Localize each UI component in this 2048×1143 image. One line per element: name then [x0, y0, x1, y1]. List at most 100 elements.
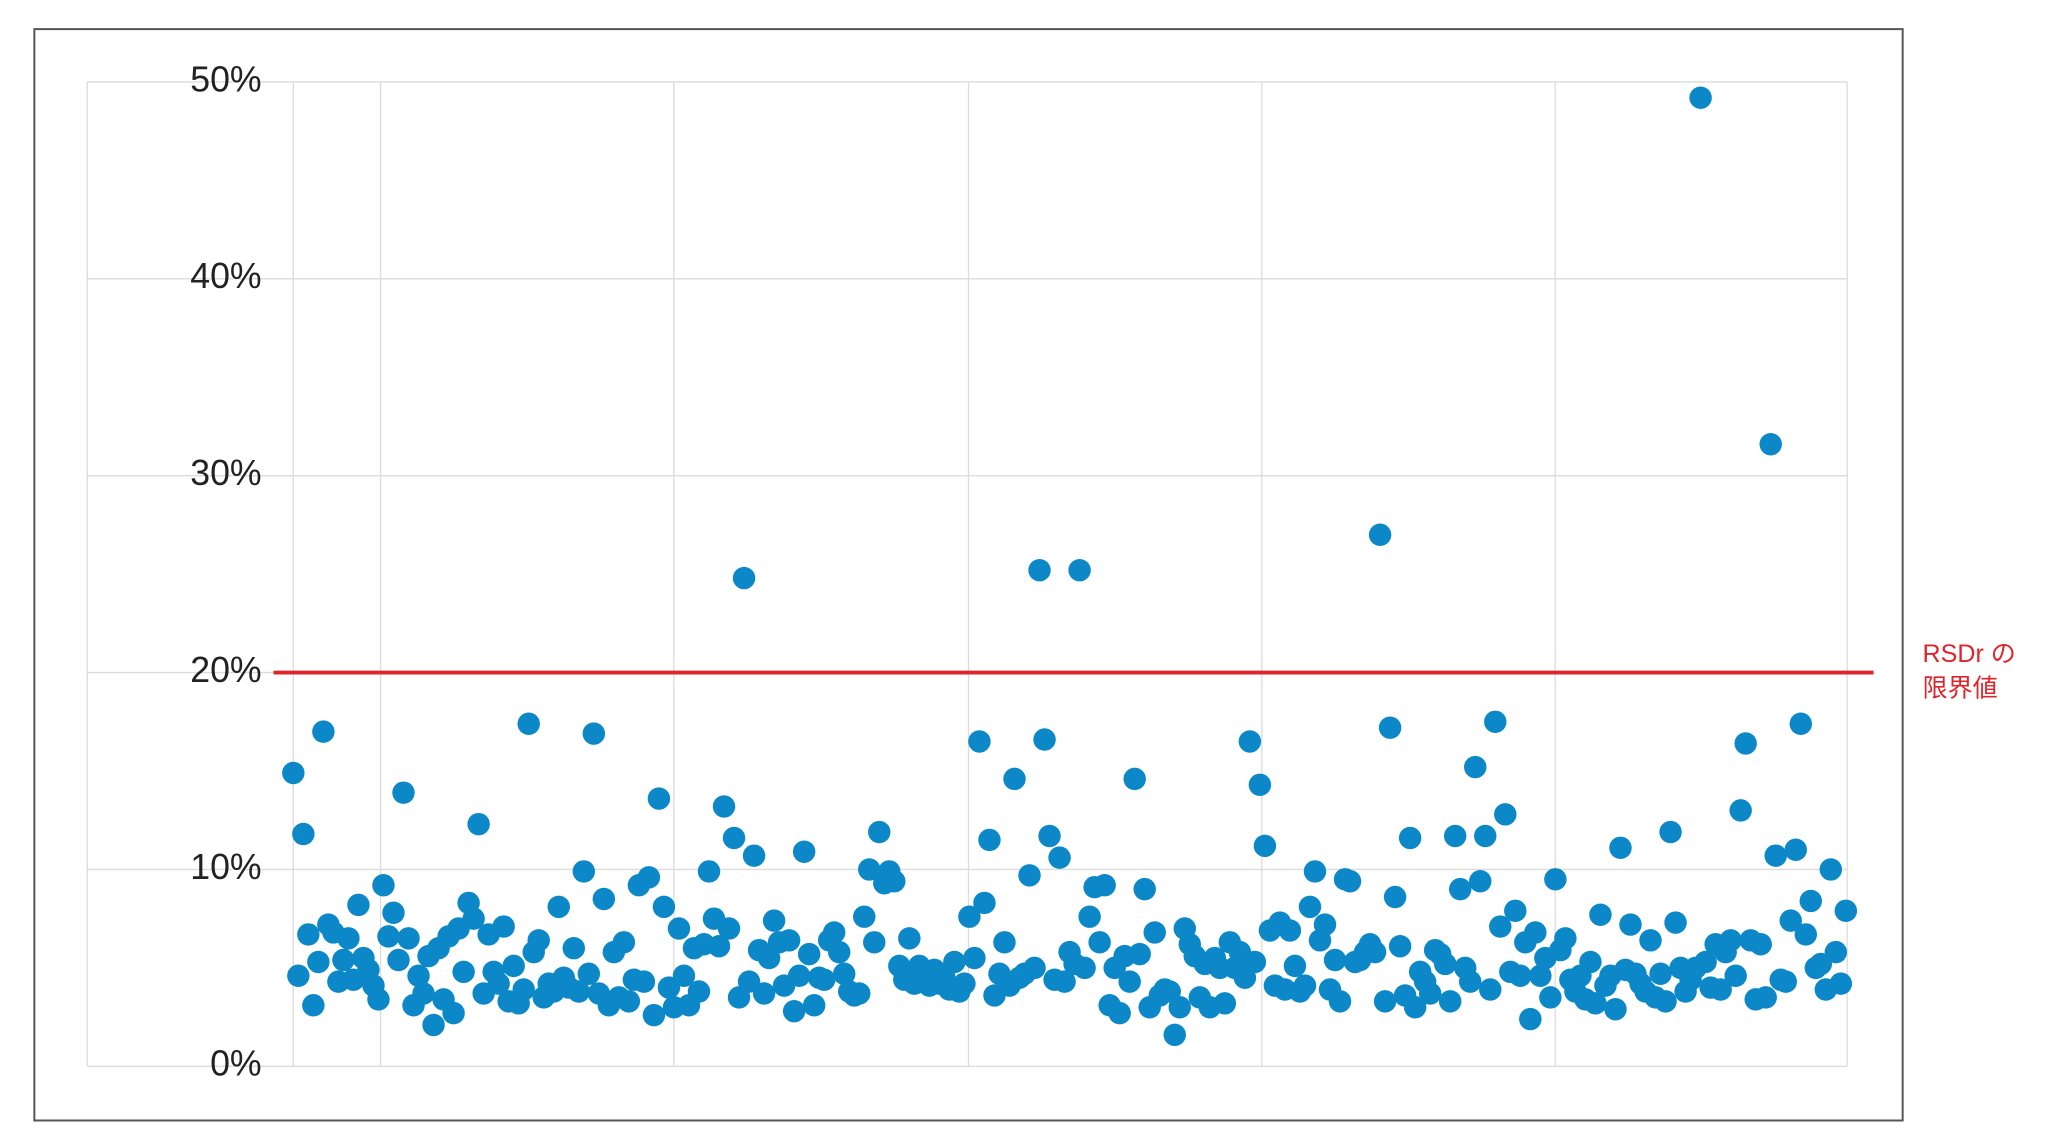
point [347, 893, 370, 917]
point [1524, 921, 1547, 944]
point [1829, 972, 1853, 995]
point [367, 988, 390, 1011]
point [1168, 996, 1191, 1019]
threshold-label: RSDr の [1922, 640, 2015, 668]
point [412, 982, 435, 1005]
point [1764, 844, 1787, 867]
point [287, 964, 310, 987]
point [312, 720, 335, 743]
point [582, 722, 606, 745]
point [1093, 873, 1116, 897]
point [968, 730, 991, 753]
point [1754, 986, 1777, 1009]
point [1088, 931, 1111, 954]
point [1464, 755, 1487, 779]
y-tick-label: 20% [190, 650, 261, 690]
point [1403, 996, 1427, 1019]
point [1759, 432, 1782, 456]
point [722, 826, 746, 850]
point [562, 936, 586, 960]
point [1053, 970, 1076, 993]
point [1038, 824, 1061, 848]
point [467, 812, 490, 836]
point [1724, 964, 1747, 987]
point [407, 964, 430, 987]
point [717, 917, 741, 940]
point [487, 972, 510, 995]
point [547, 895, 570, 919]
point [332, 948, 355, 972]
vertical-grid [86, 81, 1848, 1067]
point [502, 954, 525, 978]
point [963, 946, 986, 970]
y-tick-label: 40% [190, 256, 261, 296]
point [1128, 942, 1151, 966]
point [387, 948, 410, 972]
point [397, 927, 420, 950]
point [1589, 903, 1612, 926]
point [898, 927, 921, 950]
point [1278, 919, 1302, 942]
point [337, 927, 360, 950]
point [307, 950, 330, 974]
point [492, 915, 515, 938]
point [1794, 923, 1818, 946]
point [292, 822, 315, 846]
point [647, 787, 671, 810]
point [1734, 732, 1757, 755]
point [1604, 997, 1627, 1021]
point [1659, 820, 1682, 844]
point [1078, 905, 1101, 928]
point [1554, 927, 1577, 950]
point [452, 960, 475, 984]
point [742, 844, 766, 867]
point [1819, 858, 1843, 881]
point [1033, 728, 1056, 751]
point [1489, 915, 1512, 938]
point [792, 840, 816, 863]
point [762, 909, 786, 932]
point [1418, 982, 1442, 1005]
point [707, 935, 731, 958]
point [1373, 990, 1397, 1013]
point [1243, 950, 1267, 974]
point [1313, 913, 1337, 936]
point [1539, 986, 1562, 1009]
point [1509, 964, 1532, 987]
point [282, 761, 305, 785]
point [812, 968, 836, 991]
point [667, 917, 691, 940]
point [1729, 799, 1752, 822]
point [392, 781, 415, 804]
point [973, 891, 996, 915]
point [1779, 909, 1802, 932]
point [802, 994, 826, 1017]
point [1328, 990, 1352, 1013]
point [1609, 836, 1632, 860]
point [632, 970, 656, 993]
point [1689, 86, 1712, 109]
point [848, 982, 871, 1005]
point [1784, 838, 1807, 861]
point [1774, 970, 1797, 993]
point [1484, 710, 1507, 734]
point [1799, 889, 1823, 913]
point [712, 795, 736, 818]
point [1163, 1023, 1186, 1047]
y-tick-label: 50% [190, 59, 261, 99]
point [382, 901, 405, 924]
point [1649, 962, 1672, 986]
point [1388, 935, 1412, 958]
point [1504, 899, 1527, 923]
point [442, 1001, 465, 1025]
y-tick-label: 30% [190, 453, 261, 493]
point [787, 964, 811, 987]
point [1654, 990, 1677, 1013]
point [1108, 1001, 1131, 1025]
point [592, 887, 616, 911]
point [642, 1003, 666, 1027]
point [422, 1013, 445, 1037]
point [752, 982, 776, 1005]
